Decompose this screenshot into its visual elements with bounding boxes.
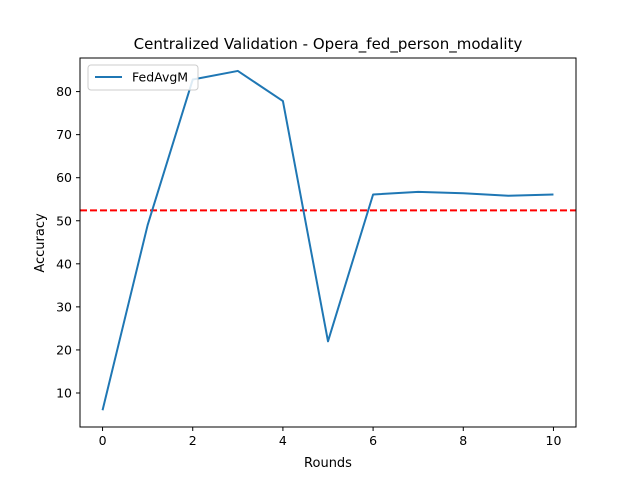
y-tick-label: 60 [56,170,72,185]
plot-area: 0 2 4 6 8 10 10 20 30 40 50 60 70 80 FedAvgM [56,57,577,448]
x-axis-title: Rounds [304,456,352,471]
y-tick-label: 70 [56,127,72,142]
x-tick-label: 8 [459,433,467,448]
x-tick-label: 4 [279,433,287,448]
x-tick-label: 10 [546,433,562,448]
y-tick-label: 10 [56,385,72,400]
y-tick-label: 80 [56,84,72,99]
legend-box [87,64,199,91]
x-tick-label: 6 [369,433,377,448]
x-tick-label: 0 [99,433,107,448]
y-tick-label: 30 [56,299,72,314]
chart-title: Centralized Validation - Opera_fed_perso… [134,35,523,54]
series-line-0 [101,69,554,411]
x-tick-label: 2 [189,433,197,448]
y-tick-label: 40 [56,256,72,271]
legend-label: FedAvgM [132,70,188,85]
plot-frame [79,57,577,428]
y-tick-label: 50 [56,213,72,228]
y-tick-label: 20 [56,342,72,357]
y-axis-title: Accuracy [33,213,48,273]
